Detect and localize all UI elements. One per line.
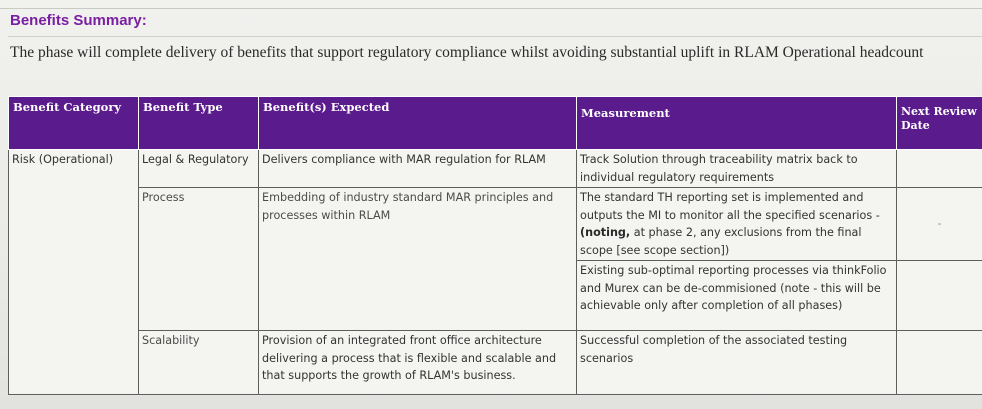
cell-measurement: Track Solution through traceability matr…: [576, 149, 897, 188]
measurement-text-tail: at phase 2, any exclusions from the fina…: [580, 226, 862, 257]
cell-next-review: [896, 260, 982, 331]
header-next-review-date: Next Review Date: [896, 96, 982, 150]
cell-benefit-type: Scalability: [138, 330, 259, 395]
cell-benefit-expected: Provision of an integrated front office …: [258, 330, 577, 395]
table-row: Risk (Operational) Legal & Regulatory De…: [8, 149, 982, 395]
header-benefit-type: Benefit Type: [138, 96, 259, 150]
table-row: Scalability Provision of an integrated f…: [9, 330, 982, 395]
cell-next-review: [896, 330, 982, 395]
table-header-row: Benefit Category Benefit Type Benefit(s)…: [8, 96, 982, 150]
cell-measurement: Existing sub-optimal reporting processes…: [576, 260, 897, 331]
table-row: Process Embedding of industry standard M…: [9, 187, 982, 331]
top-divider: [0, 8, 982, 9]
cell-measurement: The standard TH reporting set is impleme…: [576, 187, 897, 261]
measurement-bold-text: (noting,: [580, 226, 631, 239]
heading-divider: [8, 36, 982, 37]
header-benefit-category: Benefit Category: [8, 96, 139, 150]
cell-benefit-category: Risk (Operational): [8, 149, 139, 395]
benefits-table: Benefit Category Benefit Type Benefit(s)…: [8, 96, 982, 395]
cell-benefit-type: Process: [138, 187, 259, 331]
cell-measurement: Successful completion of the associated …: [576, 330, 897, 395]
cell-benefit-expected: Embedding of industry standard MAR princ…: [258, 187, 577, 331]
cell-benefit-type: Legal & Regulatory: [138, 149, 259, 188]
cell-next-review: -: [896, 187, 982, 261]
header-measurement: Measurement: [576, 96, 897, 150]
table-row: Existing sub-optimal reporting processes…: [9, 260, 982, 331]
intro-paragraph: The phase will complete delivery of bene…: [10, 44, 924, 61]
section-heading: Benefits Summary:: [10, 12, 147, 29]
cell-next-review: [896, 149, 982, 188]
measurement-text: The standard TH reporting set is impleme…: [580, 191, 880, 222]
cell-benefit-expected: Delivers compliance with MAR regulation …: [258, 149, 577, 188]
header-benefits-expected: Benefit(s) Expected: [258, 96, 577, 150]
